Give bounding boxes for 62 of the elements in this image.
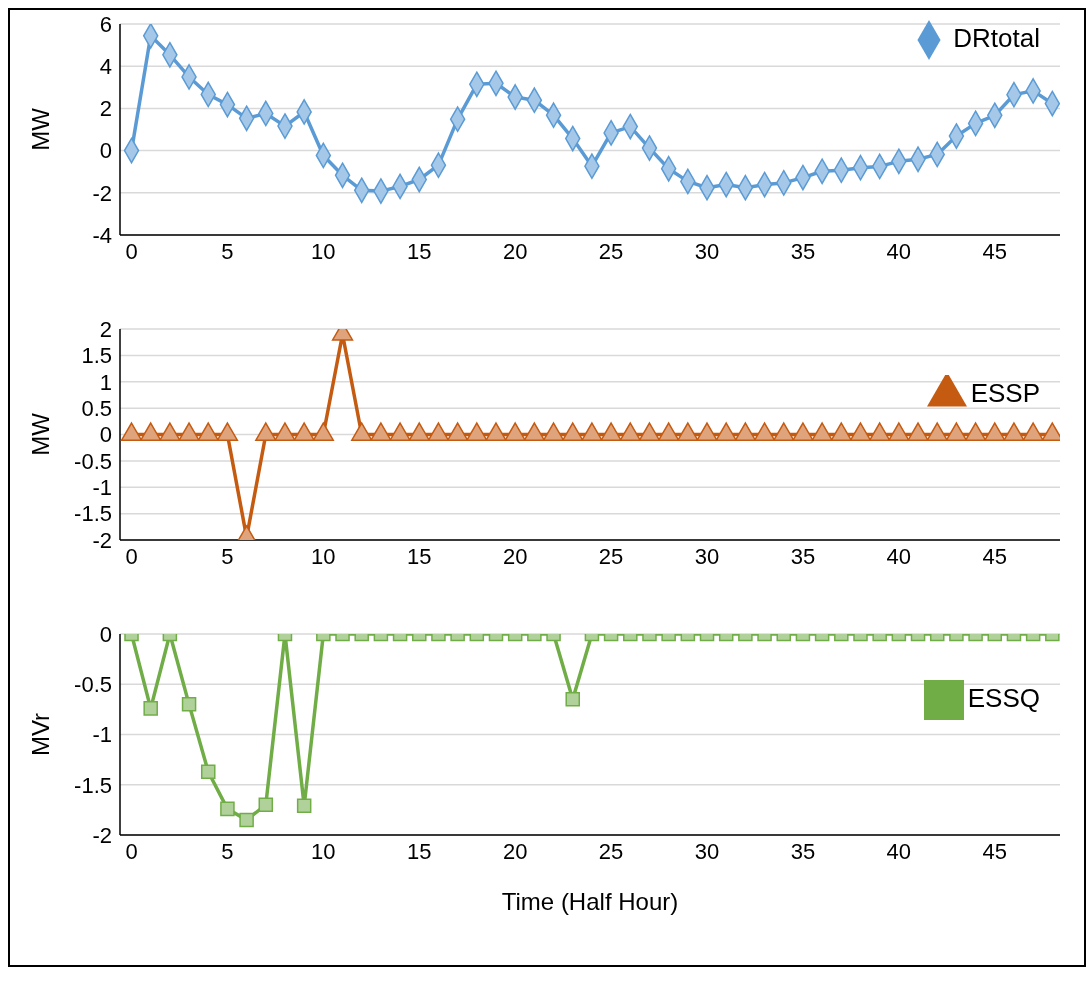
y-tick-label: 0: [99, 422, 112, 448]
x-tick-label: 45: [982, 543, 1008, 569]
x-tick-label: 20: [502, 543, 528, 569]
point: [200, 764, 216, 779]
y-tick-label: 4: [99, 54, 112, 80]
x-axis-title: Time (Half Hour): [501, 888, 679, 915]
x-tick-label: 10: [311, 543, 336, 569]
x-tick-label: 30: [694, 238, 720, 264]
y-tick-label: -1: [92, 475, 112, 501]
x-tick-label: 15: [407, 238, 432, 264]
x-tick-label: 30: [694, 838, 720, 864]
y-tick-label: -2: [92, 180, 112, 206]
x-tick-label: 35: [790, 838, 816, 864]
point: [258, 797, 274, 813]
x-tick-label: 20: [502, 238, 528, 264]
y-tick-label: 1.5: [81, 343, 112, 369]
x-tick-label: 35: [790, 238, 816, 264]
x-tick-label: 30: [694, 543, 720, 569]
x-tick-label: 45: [982, 238, 1008, 264]
legend-label: DRtotal: [953, 22, 1040, 53]
x-tick-label: 10: [311, 838, 336, 864]
y-tick-label: -2: [92, 822, 112, 848]
y-tick-label: 2: [99, 96, 112, 122]
y-tick-label: -0.5: [74, 448, 112, 474]
point: [220, 801, 235, 817]
x-tick-label: 45: [982, 838, 1008, 864]
x-tick-label: 5: [221, 543, 234, 569]
x-tick-label: 25: [598, 543, 624, 569]
y-tick-label: 0: [99, 621, 112, 647]
x-tick-label: 25: [598, 238, 624, 264]
y-axis-title: MW: [26, 412, 54, 456]
x-tick-label: 25: [598, 838, 624, 864]
y-tick-label: 0: [99, 138, 112, 164]
x-tick-label: 0: [125, 543, 138, 569]
legend-label: ESSP: [970, 377, 1040, 408]
y-tick-label: -2: [92, 527, 112, 553]
x-tick-label: 40: [886, 838, 912, 864]
x-tick-label: 40: [886, 543, 912, 569]
y-axis-title: MVr: [26, 712, 54, 757]
y-tick-label: -1: [92, 722, 112, 748]
x-tick-label: 20: [502, 838, 528, 864]
y-tick-label: 2: [99, 316, 112, 342]
y-tick-label: -1.5: [74, 501, 112, 527]
x-tick-label: 15: [407, 838, 432, 864]
y-tick-label: -1.5: [74, 772, 112, 798]
x-tick-label: 10: [311, 238, 336, 264]
y-tick-label: 1: [99, 369, 112, 395]
x-tick-label: 5: [221, 838, 234, 864]
x-tick-label: 15: [407, 543, 432, 569]
x-tick-label: 40: [886, 238, 912, 264]
legend-label: ESSQ: [967, 682, 1040, 713]
x-tick-label: 0: [125, 238, 138, 264]
y-axis-title: MW: [26, 107, 54, 151]
x-tick-label: 5: [221, 238, 234, 264]
y-tick-label: 0.5: [81, 395, 112, 421]
y-tick-label: 6: [99, 11, 112, 37]
y-tick-label: -4: [92, 222, 112, 248]
x-tick-label: 0: [125, 838, 138, 864]
point: [239, 812, 254, 828]
y-tick-label: -0.5: [74, 672, 112, 698]
point: [296, 798, 312, 814]
x-tick-label: 35: [790, 543, 816, 569]
